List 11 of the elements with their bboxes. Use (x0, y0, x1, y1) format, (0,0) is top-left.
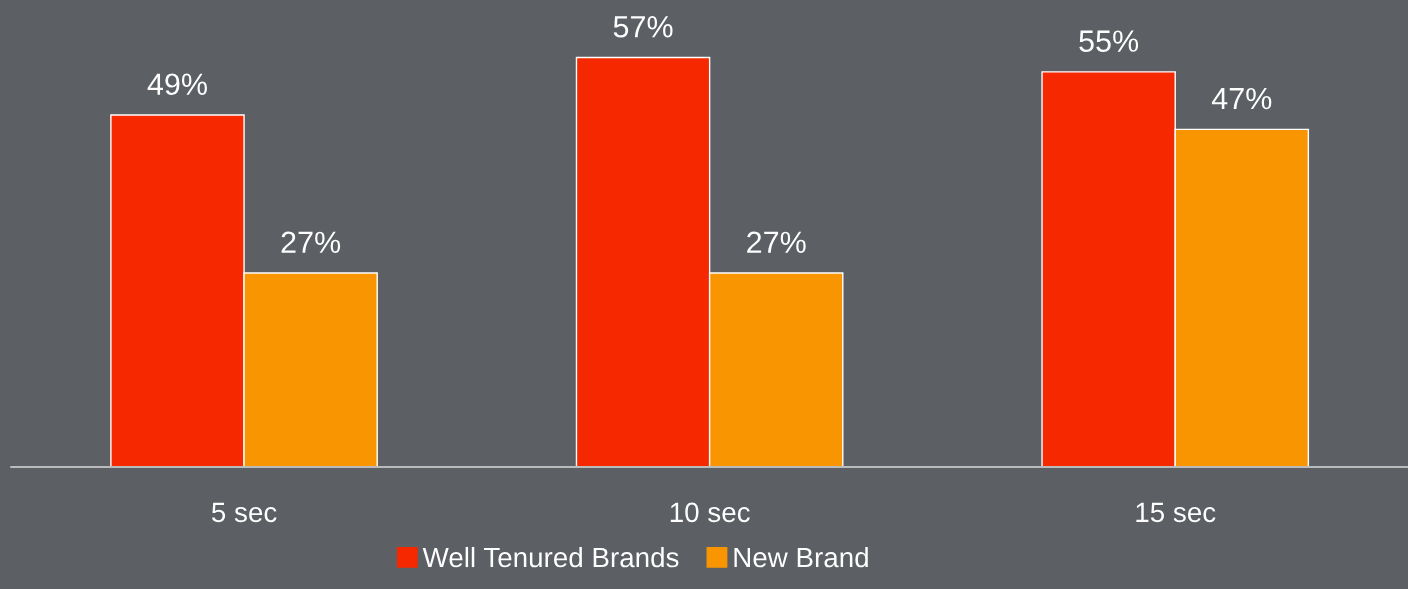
data-label: 27% (747, 231, 806, 254)
x-tick-label: 10 sec (670, 502, 750, 523)
data-label: 27% (281, 231, 341, 254)
x-tick-label: 5 sec (211, 502, 277, 523)
data-label: 49% (147, 73, 207, 96)
data-label: 47% (1211, 87, 1272, 110)
x-tick-label: 15 sec (1136, 502, 1216, 523)
data-label: 55% (1079, 30, 1139, 52)
data-label: 57% (613, 16, 673, 38)
legend-label: New Brand (734, 546, 868, 568)
legend-label: Well Tenured Brands (422, 546, 679, 568)
